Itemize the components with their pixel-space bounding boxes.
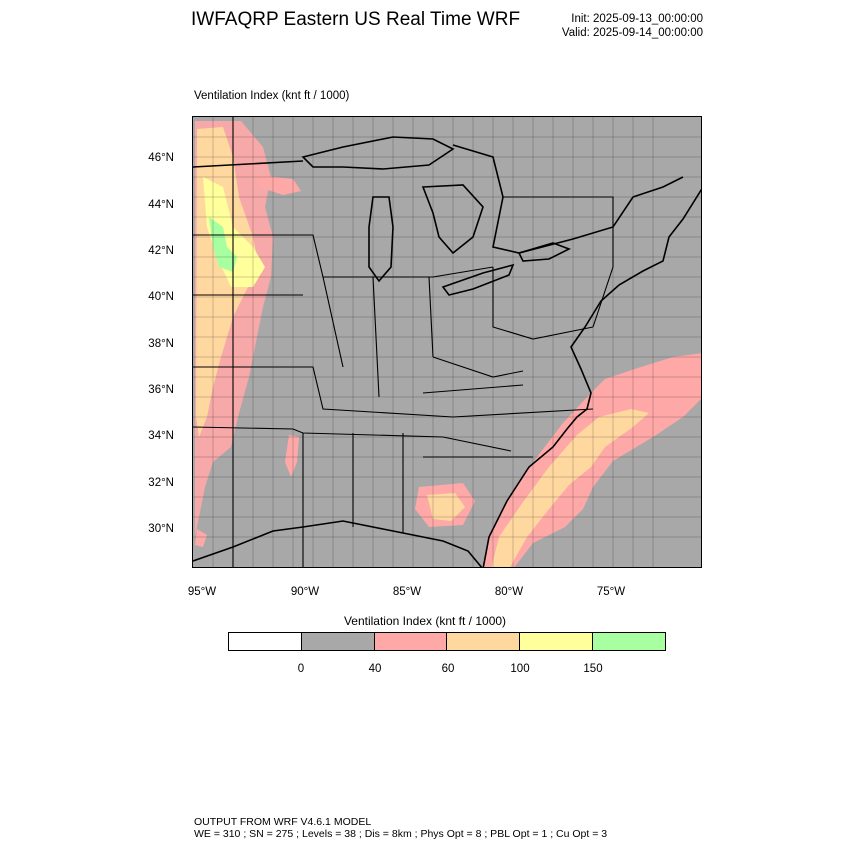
lake-erie (441, 263, 515, 296)
vi-region-orange-atlantic (491, 409, 649, 567)
map-canvas (193, 117, 701, 567)
lat-label: 44°N (148, 199, 174, 211)
lat-label: 34°N (148, 430, 174, 442)
atlantic-coastline (482, 188, 701, 567)
model-settings: WE = 310 ; SN = 275 ; Levels = 38 ; Dis … (194, 828, 608, 840)
lon-label: 75°W (596, 586, 626, 598)
main-title: IWFAQRP Eastern US Real Time WRF (191, 9, 521, 30)
vi-region-green-west (209, 217, 237, 272)
legend-tick: 40 (368, 663, 382, 675)
county-lines (193, 117, 701, 567)
vi-region-pink-gulf (195, 529, 207, 547)
legend-tick: 150 (583, 663, 603, 675)
lat-label: 32°N (148, 477, 174, 489)
legend-swatch (374, 633, 448, 650)
valid-time: Valid: 2025-09-14_00:00:00 (561, 27, 703, 39)
lon-label: 80°W (494, 586, 524, 598)
gulf-coastline (193, 520, 483, 567)
model-info: OUTPUT FROM WRF V4.6.1 MODEL (194, 816, 372, 828)
legend-tick: 60 (441, 663, 455, 675)
lon-label: 95°W (187, 586, 217, 598)
lat-label: 46°N (148, 152, 174, 164)
legend-tick: 100 (510, 663, 530, 675)
legend-swatch (301, 633, 375, 650)
lat-label: 42°N (148, 245, 174, 257)
vi-region-orange-georgia (427, 493, 465, 521)
legend-swatch (447, 633, 521, 650)
legend-swatch (593, 633, 665, 650)
lon-label: 90°W (290, 586, 320, 598)
ventilation-field (195, 121, 701, 567)
lon-label: 85°W (392, 586, 422, 598)
lake-ontario (517, 242, 571, 262)
lake-superior (301, 136, 455, 170)
field-label: Ventilation Index (knt ft / 1000) (194, 90, 350, 102)
legend-title: Ventilation Index (knt ft / 1000) (343, 614, 507, 628)
lat-label: 30°N (148, 523, 174, 535)
vi-region-pink-mississippi (285, 435, 299, 477)
init-time: Init: 2025-09-13_00:00:00 (571, 13, 703, 25)
legend-swatch (229, 633, 302, 650)
legend-tick: 0 (297, 663, 305, 675)
vi-region-pink-atlantic-north (663, 354, 701, 379)
legend-swatch (520, 633, 594, 650)
color-legend (228, 632, 666, 651)
map-panel (192, 116, 702, 568)
lat-label: 40°N (148, 291, 174, 303)
lat-label: 38°N (148, 338, 174, 350)
lat-label: 36°N (148, 384, 174, 396)
lake-michigan (368, 196, 394, 283)
vi-region-pink-wisconsin (255, 175, 301, 195)
